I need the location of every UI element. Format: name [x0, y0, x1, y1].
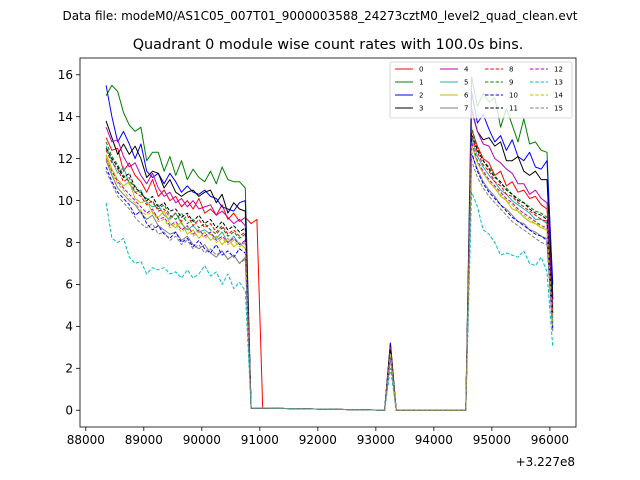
legend-label-5: 5 [464, 79, 468, 87]
legend-label-6: 6 [464, 92, 469, 100]
series-line-2 [105, 85, 554, 411]
legend-label-9: 9 [509, 79, 513, 87]
series-line-3 [105, 109, 554, 411]
legend-label-11: 11 [509, 105, 518, 113]
x-tick-label: 94000 [415, 433, 453, 447]
x-offset-label: +3.227e8 [516, 455, 575, 469]
y-tick-label: 6 [65, 278, 73, 292]
x-tick-label: 93000 [357, 433, 395, 447]
series-line-13 [105, 191, 554, 411]
series-line-11 [105, 133, 554, 411]
y-axis: 0 2 4 6 8 10 12 14 16 [58, 68, 80, 418]
chart-title: Quadrant 0 module wise count rates with … [133, 37, 524, 53]
series-line-15 [105, 160, 554, 411]
plot-area [80, 58, 576, 427]
series-line-6 [105, 143, 554, 411]
x-tick-label: 88000 [67, 433, 105, 447]
legend-label-7: 7 [464, 105, 468, 113]
y-tick-label: 10 [58, 194, 73, 208]
legend-label-10: 10 [509, 92, 518, 100]
series-line-10 [105, 151, 554, 411]
x-tick-label: 96000 [531, 433, 569, 447]
series-line-7 [105, 153, 554, 411]
legend-label-1: 1 [419, 79, 423, 87]
legend-label-13: 13 [554, 79, 563, 87]
x-tick-label: 95000 [473, 433, 511, 447]
series-line-5 [105, 137, 554, 411]
series-lines [105, 76, 554, 411]
legend-label-2: 2 [419, 92, 423, 100]
x-tick-label: 92000 [299, 433, 337, 447]
x-tick-label: 90000 [183, 433, 221, 447]
y-tick-label: 8 [65, 236, 73, 250]
x-tick-label: 91000 [241, 433, 279, 447]
legend-box [389, 61, 573, 119]
series-line-4 [105, 107, 554, 411]
x-tick-label: 89000 [125, 433, 163, 447]
legend-label-15: 15 [554, 105, 563, 113]
figure-suptitle: Data file: modeM0/AS1C05_007T01_90000035… [62, 9, 577, 23]
y-tick-label: 12 [58, 152, 73, 166]
series-line-14 [105, 145, 554, 411]
series-line-12 [105, 141, 554, 411]
legend-label-4: 4 [464, 66, 469, 74]
legend-label-8: 8 [509, 66, 513, 74]
y-tick-label: 16 [58, 68, 73, 82]
series-line-0 [105, 128, 554, 411]
plot-frame [79, 57, 577, 428]
legend-label-3: 3 [419, 105, 423, 113]
legend-label-12: 12 [554, 66, 563, 74]
y-tick-label: 2 [65, 362, 73, 376]
legend-label-14: 14 [554, 92, 563, 100]
y-tick-label: 0 [65, 404, 73, 418]
y-tick-label: 14 [58, 110, 73, 124]
series-line-8 [105, 135, 554, 411]
legend-label-0: 0 [419, 66, 423, 74]
y-tick-label: 4 [65, 320, 73, 334]
x-axis: 88000 89000 90000 91000 92000 93000 94000 95000… [67, 427, 569, 447]
series-line-9 [105, 126, 554, 411]
